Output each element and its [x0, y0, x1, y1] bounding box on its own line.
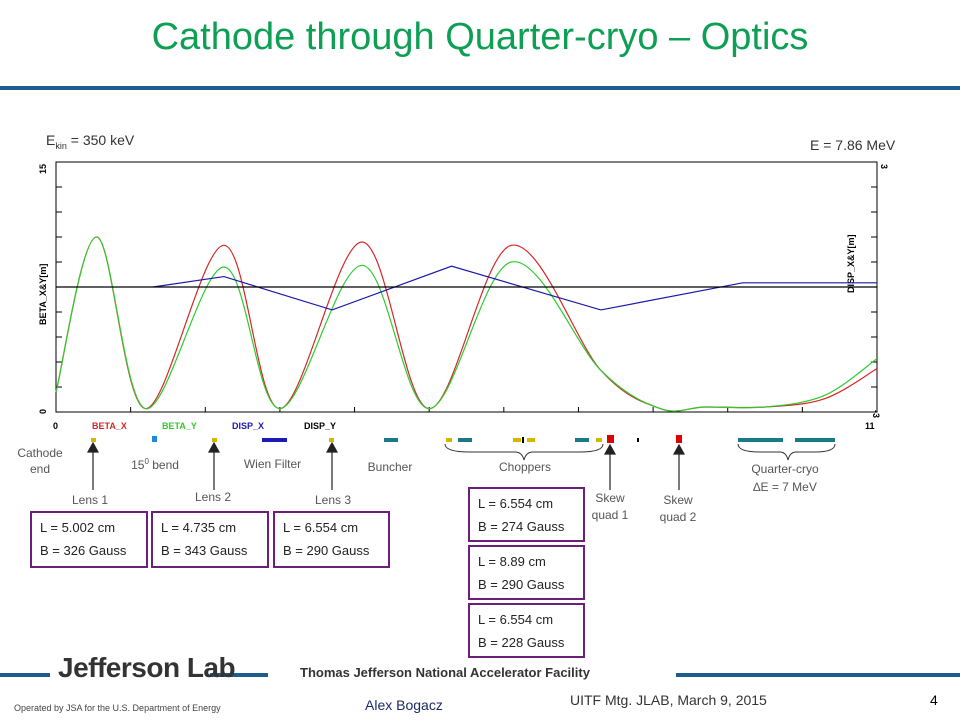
skew2-line1: Skew	[663, 493, 693, 507]
cathode-label: Cathode end	[10, 445, 70, 477]
ekin-e: E	[46, 132, 56, 148]
lens2-marker	[212, 438, 217, 442]
jefferson-lab-logo: Jefferson Lab	[58, 652, 236, 683]
footer-rule-mid	[210, 673, 268, 677]
buncher-label: Buncher	[367, 460, 413, 474]
lens1-field: B = 326 Gauss	[40, 543, 127, 558]
author: Alex Bogacz	[365, 697, 443, 713]
chopper-marker-6	[575, 438, 589, 442]
y-left-tick-label-0: 0	[38, 409, 48, 414]
cryo-brace	[737, 443, 836, 461]
cathode-label-line1: Cathode	[17, 446, 63, 460]
bend-sup: 0	[144, 457, 149, 466]
bend-prefix: 15	[131, 458, 145, 472]
chopper1-field: B = 274 Gauss	[478, 519, 565, 534]
skew1-label: Skew quad 1	[585, 490, 635, 524]
chopper-marker-2	[458, 438, 472, 442]
title-rule	[0, 86, 960, 90]
legend-entry-disp-x: DISP_X	[232, 421, 264, 431]
y-left-axis-label: BETA_X&Y[m]	[38, 264, 48, 325]
lens2-label: Lens 2	[194, 490, 232, 504]
cryo-line1: Quarter-cryo	[751, 462, 819, 476]
lens1-length: L = 5.002 cm	[40, 520, 116, 535]
legend-entry-beta-y: BETA_Y	[162, 421, 197, 431]
operated-by: Operated by JSA for the U.S. Department …	[14, 703, 221, 713]
beamline-elements	[86, 435, 836, 490]
footer-rule-right	[676, 673, 960, 677]
page-number: 4	[930, 692, 938, 708]
cryo-marker-2	[795, 438, 835, 442]
skew1-line1: Skew	[595, 491, 625, 505]
x-tick-label-0: 0	[53, 421, 58, 431]
series-beta-x	[55, 236, 878, 412]
lens1-marker	[91, 438, 96, 442]
chopper3-params: L = 6.554 cm B = 228 Gauss	[468, 603, 585, 658]
lens2-field: B = 343 Gauss	[161, 543, 248, 558]
ekin-label: Ekin = 350 keV	[46, 132, 134, 151]
bend-suffix: bend	[148, 458, 179, 472]
ekin-sub: kin	[55, 140, 67, 151]
chopper-marker-5	[527, 438, 535, 442]
bend-marker	[152, 436, 157, 442]
chopper-marker-7	[596, 438, 602, 442]
cathode-label-line2: end	[29, 462, 51, 476]
skew2-label: Skew quad 2	[652, 492, 704, 526]
e-final-label: E = 7.86 MeV	[810, 137, 896, 153]
lens2-length: L = 4.735 cm	[161, 520, 237, 535]
lens1-label: Lens 1	[71, 493, 109, 507]
lens3-marker	[329, 438, 334, 442]
facility-name: Thomas Jefferson National Accelerator Fa…	[300, 665, 590, 680]
lens3-params: L = 6.554 cm B = 290 Gauss	[273, 511, 390, 568]
lens1-params: L = 5.002 cm B = 326 Gauss	[30, 511, 148, 568]
chart-root: 0 15 -3 3 0 11 BETA_X&Y[m] DISP_X&Y[m] BETA_X BET…	[38, 161, 889, 431]
legend-entry-beta-x: BETA_X	[92, 421, 127, 431]
chopper1-length: L = 6.554 cm	[478, 496, 554, 511]
lens2-params: L = 4.735 cm B = 343 Gauss	[151, 511, 269, 568]
x-tick-label-1: 11	[865, 421, 875, 431]
wien-label: Wien Filter	[243, 457, 302, 471]
chopper3-field: B = 228 Gauss	[478, 635, 565, 650]
lens3-label: Lens 3	[314, 493, 352, 507]
skew2-marker	[676, 435, 682, 443]
meeting-info: UITF Mtg. JLAB, March 9, 2015	[570, 692, 767, 708]
chopper3-length: L = 6.554 cm	[478, 612, 554, 627]
legend-entry-disp-y: DISP_Y	[304, 421, 336, 431]
lens3-length: L = 6.554 cm	[283, 520, 359, 535]
y-right-tick-label-0: -3	[871, 410, 881, 418]
small-marker	[637, 438, 639, 442]
chopper-marker-4	[522, 437, 524, 443]
buncher-marker	[384, 438, 398, 442]
slide-title: Cathode through Quarter-cryo – Optics	[151, 16, 809, 58]
chopper2-params: L = 8.89 cm B = 290 Gauss	[468, 545, 585, 600]
series-disp-x	[152, 265, 877, 311]
skew1-marker	[607, 435, 614, 443]
cryo-label: Quarter-cryo ∆E = 7 MeV	[730, 460, 840, 496]
skew2-line2: quad 2	[659, 510, 697, 524]
chopper2-length: L = 8.89 cm	[478, 554, 546, 569]
series-beta-y	[55, 236, 878, 412]
choppers-brace	[444, 443, 604, 461]
skew1-line2: quad 1	[591, 508, 629, 522]
ekin-value: = 350 keV	[66, 132, 135, 148]
footer-rule-left	[0, 673, 50, 677]
cryo-marker-1	[738, 438, 783, 442]
y-right-axis-label: DISP_X&Y[m]	[846, 234, 856, 293]
chopper-marker-1	[446, 438, 452, 442]
optics-chart: 0 15 -3 3 0 11 BETA_X&Y[m] DISP_X&Y[m] BETA_X BET…	[38, 161, 889, 431]
chopper2-field: B = 290 Gauss	[478, 577, 565, 592]
chopper1-params: L = 6.554 cm B = 274 Gauss	[468, 487, 585, 542]
cryo-line2: ∆E = 7 MeV	[753, 480, 817, 494]
lens3-field: B = 290 Gauss	[283, 543, 370, 558]
bend-label: 150 bend	[115, 457, 195, 472]
choppers-label: Choppers	[498, 460, 552, 474]
wien-marker	[262, 438, 287, 442]
y-left-tick-label-1: 15	[38, 164, 48, 174]
chopper-marker-3	[513, 438, 521, 442]
y-right-tick-label-1: 3	[879, 164, 889, 169]
